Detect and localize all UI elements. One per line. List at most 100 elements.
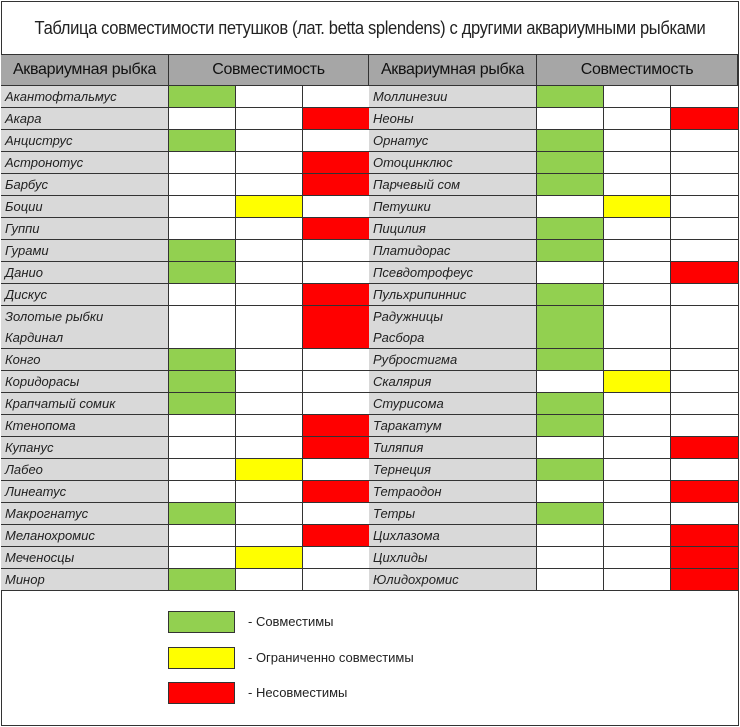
status-cell-empty [236, 86, 303, 108]
status-cell-incompatible [303, 151, 370, 174]
status-cell-empty [604, 568, 671, 591]
status-cell-empty [604, 86, 671, 108]
legend-swatch-incompatible [168, 682, 235, 704]
status-cell-empty [169, 217, 236, 240]
status-cell-empty [671, 349, 739, 372]
status-cell-empty [604, 173, 671, 196]
fish-name: Конго [1, 349, 169, 372]
status-cell-empty [303, 195, 370, 218]
fish-name: Ктенопома [1, 415, 169, 438]
fish-name: Меченосцы [1, 546, 169, 569]
status-cell-empty [671, 151, 739, 174]
status-cell-empty [671, 86, 739, 108]
legend-swatch-compatible [168, 611, 235, 633]
status-cell-empty [236, 107, 303, 130]
status-cell-empty [604, 305, 671, 328]
status-cell-empty [604, 546, 671, 569]
fish-name: Радужницы [369, 305, 537, 328]
status-cell-empty [671, 195, 739, 218]
fish-name: Меланохромис [1, 525, 169, 547]
status-cell-empty [236, 415, 303, 438]
fish-name: Минор [1, 568, 169, 591]
status-cell-incompatible [303, 305, 370, 328]
fish-name: Линеатус [1, 481, 169, 504]
fish-name: Тернеция [369, 459, 537, 482]
fish-name: Моллинезии [369, 86, 537, 108]
status-cell-empty [604, 151, 671, 174]
header-compat-right: Совместимость [537, 55, 738, 85]
status-cell-empty [604, 459, 671, 482]
status-cell-empty [236, 239, 303, 262]
fish-name: Тетры [369, 503, 537, 526]
fish-name: Пульхрипиннис [369, 283, 537, 306]
status-cell-limited [604, 195, 671, 218]
status-cell-compatible [169, 568, 236, 591]
status-cell-empty [604, 525, 671, 547]
fish-name: Орнатус [369, 129, 537, 152]
status-cell-empty [604, 261, 671, 284]
status-cell-empty [671, 173, 739, 196]
status-cell-empty [671, 393, 739, 416]
fish-name: Скалярия [369, 371, 537, 394]
fish-name: Расбора [369, 327, 537, 350]
status-cell-compatible [537, 151, 604, 174]
status-cell-incompatible [303, 107, 370, 130]
legend-label: - Совместимы [248, 614, 334, 629]
status-cell-empty [671, 503, 739, 526]
status-cell-empty [604, 349, 671, 372]
status-cell-empty [303, 503, 370, 526]
status-cell-incompatible [303, 437, 370, 460]
status-cell-empty [169, 415, 236, 438]
status-cell-empty [169, 546, 236, 569]
status-cell-empty [303, 546, 370, 569]
fish-name: Крапчатый сомик [1, 393, 169, 416]
status-cell-empty [303, 129, 370, 152]
status-cell-compatible [537, 173, 604, 196]
status-cell-empty [169, 173, 236, 196]
status-cell-empty [303, 261, 370, 284]
fish-name: Акара [1, 107, 169, 130]
fish-name: Гуппи [1, 217, 169, 240]
status-cell-empty [671, 129, 739, 152]
status-cell-empty [236, 327, 303, 350]
status-cell-empty [671, 327, 739, 350]
status-cell-empty [671, 415, 739, 438]
status-cell-empty [236, 283, 303, 306]
status-cell-compatible [537, 129, 604, 152]
status-cell-empty [236, 437, 303, 460]
status-cell-empty [671, 239, 739, 262]
legend-swatch-limited [168, 647, 235, 669]
status-cell-empty [303, 393, 370, 416]
status-cell-empty [604, 239, 671, 262]
status-cell-empty [671, 217, 739, 240]
status-cell-empty [537, 481, 604, 504]
fish-name: Боции [1, 195, 169, 218]
status-cell-empty [537, 261, 604, 284]
status-cell-empty [604, 217, 671, 240]
fish-name: Отоцинклюс [369, 151, 537, 174]
status-cell-empty [604, 283, 671, 306]
status-cell-empty [236, 151, 303, 174]
status-cell-empty [236, 305, 303, 328]
status-cell-incompatible [303, 327, 370, 350]
status-cell-empty [604, 503, 671, 526]
status-cell-empty [303, 239, 370, 262]
fish-name: Таракатум [369, 415, 537, 438]
status-cell-compatible [537, 349, 604, 372]
fish-name: Парчевый сом [369, 173, 537, 196]
status-cell-incompatible [671, 107, 739, 130]
status-cell-compatible [537, 283, 604, 306]
status-cell-empty [169, 107, 236, 130]
status-cell-empty [169, 151, 236, 174]
status-cell-limited [236, 459, 303, 482]
status-cell-empty [169, 195, 236, 218]
status-cell-limited [236, 195, 303, 218]
status-cell-empty [303, 459, 370, 482]
status-cell-empty [537, 568, 604, 591]
status-cell-empty [236, 371, 303, 394]
status-cell-compatible [537, 86, 604, 108]
divider [1, 54, 738, 55]
status-cell-empty [303, 371, 370, 394]
status-cell-incompatible [303, 525, 370, 547]
status-cell-empty [671, 305, 739, 328]
